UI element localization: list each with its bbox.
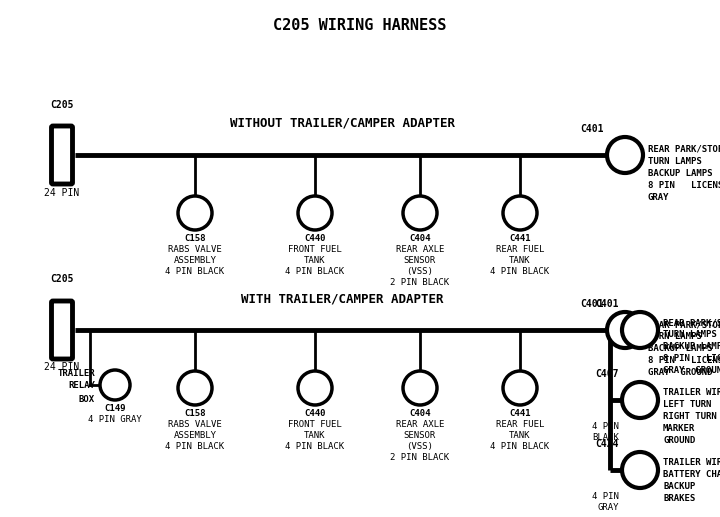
Text: WITH TRAILER/CAMPER ADAPTER: WITH TRAILER/CAMPER ADAPTER bbox=[241, 292, 444, 305]
Text: BLACK: BLACK bbox=[592, 433, 619, 442]
Text: C404: C404 bbox=[409, 409, 431, 418]
Text: 8 PIN   LICENSE LAMPS: 8 PIN LICENSE LAMPS bbox=[648, 181, 720, 190]
Circle shape bbox=[403, 371, 437, 405]
Circle shape bbox=[607, 312, 643, 348]
Text: C404: C404 bbox=[409, 234, 431, 243]
Circle shape bbox=[178, 371, 212, 405]
Text: FRONT FUEL: FRONT FUEL bbox=[288, 245, 342, 254]
Circle shape bbox=[298, 196, 332, 230]
Text: TRAILER: TRAILER bbox=[58, 369, 95, 377]
Text: C158: C158 bbox=[184, 234, 206, 243]
Text: 4 PIN GRAY: 4 PIN GRAY bbox=[88, 415, 142, 424]
Text: REAR PARK/STOP: REAR PARK/STOP bbox=[648, 145, 720, 154]
Text: BACKUP: BACKUP bbox=[663, 482, 696, 491]
Text: TANK: TANK bbox=[509, 431, 531, 440]
Text: C424: C424 bbox=[595, 439, 619, 449]
Text: REAR AXLE: REAR AXLE bbox=[396, 245, 444, 254]
Text: RIGHT TURN: RIGHT TURN bbox=[663, 412, 716, 421]
Text: TANK: TANK bbox=[509, 256, 531, 265]
Text: 24 PIN: 24 PIN bbox=[45, 188, 80, 197]
Text: BOX: BOX bbox=[79, 394, 95, 403]
Text: BATTERY CHARGE: BATTERY CHARGE bbox=[663, 470, 720, 479]
Text: FRONT FUEL: FRONT FUEL bbox=[288, 420, 342, 429]
Text: GRAY  GROUND: GRAY GROUND bbox=[648, 368, 713, 377]
Text: RABS VALVE: RABS VALVE bbox=[168, 420, 222, 429]
Text: C440: C440 bbox=[305, 234, 325, 243]
Text: 2 PIN BLACK: 2 PIN BLACK bbox=[390, 453, 449, 462]
FancyBboxPatch shape bbox=[52, 301, 73, 359]
FancyBboxPatch shape bbox=[52, 126, 73, 184]
Text: WITHOUT TRAILER/CAMPER ADAPTER: WITHOUT TRAILER/CAMPER ADAPTER bbox=[230, 117, 455, 130]
Text: GROUND: GROUND bbox=[663, 436, 696, 445]
Text: TANK: TANK bbox=[305, 256, 325, 265]
Text: REAR PARK/STOP: REAR PARK/STOP bbox=[663, 318, 720, 327]
Circle shape bbox=[622, 452, 658, 488]
Text: MARKER: MARKER bbox=[663, 424, 696, 433]
Text: TURN LAMPS: TURN LAMPS bbox=[648, 332, 702, 341]
Text: C158: C158 bbox=[184, 409, 206, 418]
Text: LEFT TURN: LEFT TURN bbox=[663, 400, 711, 409]
Circle shape bbox=[178, 196, 212, 230]
Circle shape bbox=[622, 312, 658, 348]
Text: BACKUP LAMPS: BACKUP LAMPS bbox=[648, 169, 713, 178]
Text: C440: C440 bbox=[305, 409, 325, 418]
Text: 24 PIN: 24 PIN bbox=[45, 362, 80, 373]
Text: C401: C401 bbox=[580, 124, 604, 134]
Text: TURN LAMPS: TURN LAMPS bbox=[663, 330, 716, 339]
Text: ASSEMBLY: ASSEMBLY bbox=[174, 256, 217, 265]
Text: RABS VALVE: RABS VALVE bbox=[168, 245, 222, 254]
Circle shape bbox=[100, 370, 130, 400]
Text: C401: C401 bbox=[595, 299, 619, 309]
Text: BACKUP LAMPS: BACKUP LAMPS bbox=[648, 344, 713, 353]
Text: 4 PIN BLACK: 4 PIN BLACK bbox=[285, 267, 345, 276]
Text: (VSS): (VSS) bbox=[407, 267, 433, 276]
Text: 2 PIN BLACK: 2 PIN BLACK bbox=[390, 278, 449, 287]
Text: C205: C205 bbox=[50, 275, 73, 284]
Text: (VSS): (VSS) bbox=[407, 442, 433, 451]
Circle shape bbox=[298, 371, 332, 405]
Text: GRAY  GROUND: GRAY GROUND bbox=[663, 366, 720, 375]
Text: REAR PARK/STOP: REAR PARK/STOP bbox=[648, 320, 720, 329]
Text: BRAKES: BRAKES bbox=[663, 494, 696, 503]
Circle shape bbox=[622, 382, 658, 418]
Text: RELAY: RELAY bbox=[68, 382, 95, 390]
Text: 4 PIN BLACK: 4 PIN BLACK bbox=[285, 442, 345, 451]
Text: C401: C401 bbox=[580, 299, 604, 309]
Text: REAR AXLE: REAR AXLE bbox=[396, 420, 444, 429]
Text: C407: C407 bbox=[595, 369, 619, 379]
Circle shape bbox=[503, 371, 537, 405]
Text: SENSOR: SENSOR bbox=[404, 256, 436, 265]
Text: BACKUP LAMPS: BACKUP LAMPS bbox=[663, 342, 720, 351]
Text: 4 PIN: 4 PIN bbox=[592, 422, 619, 431]
Text: GRAY: GRAY bbox=[648, 193, 670, 202]
Circle shape bbox=[503, 196, 537, 230]
Text: 4 PIN BLACK: 4 PIN BLACK bbox=[490, 442, 549, 451]
Text: TURN LAMPS: TURN LAMPS bbox=[648, 157, 702, 166]
Circle shape bbox=[607, 137, 643, 173]
Text: ASSEMBLY: ASSEMBLY bbox=[174, 431, 217, 440]
Text: REAR FUEL: REAR FUEL bbox=[496, 420, 544, 429]
Text: TANK: TANK bbox=[305, 431, 325, 440]
Text: C441: C441 bbox=[509, 234, 531, 243]
Text: SENSOR: SENSOR bbox=[404, 431, 436, 440]
Text: C441: C441 bbox=[509, 409, 531, 418]
Text: 4 PIN BLACK: 4 PIN BLACK bbox=[166, 267, 225, 276]
Text: REAR FUEL: REAR FUEL bbox=[496, 245, 544, 254]
Text: 4 PIN BLACK: 4 PIN BLACK bbox=[490, 267, 549, 276]
Text: 4 PIN: 4 PIN bbox=[592, 492, 619, 501]
Circle shape bbox=[403, 196, 437, 230]
Text: C205 WIRING HARNESS: C205 WIRING HARNESS bbox=[274, 18, 446, 33]
Text: C149: C149 bbox=[104, 404, 126, 413]
Text: 8 PIN   LICENSE LAMPS: 8 PIN LICENSE LAMPS bbox=[648, 356, 720, 365]
Text: C205: C205 bbox=[50, 99, 73, 110]
Text: TRAILER WIRES: TRAILER WIRES bbox=[663, 388, 720, 397]
Text: 8 PIN   LICENSE LAMPS: 8 PIN LICENSE LAMPS bbox=[663, 354, 720, 363]
Text: 4 PIN BLACK: 4 PIN BLACK bbox=[166, 442, 225, 451]
Text: TRAILER WIRES: TRAILER WIRES bbox=[663, 458, 720, 467]
Text: GRAY: GRAY bbox=[598, 503, 619, 512]
